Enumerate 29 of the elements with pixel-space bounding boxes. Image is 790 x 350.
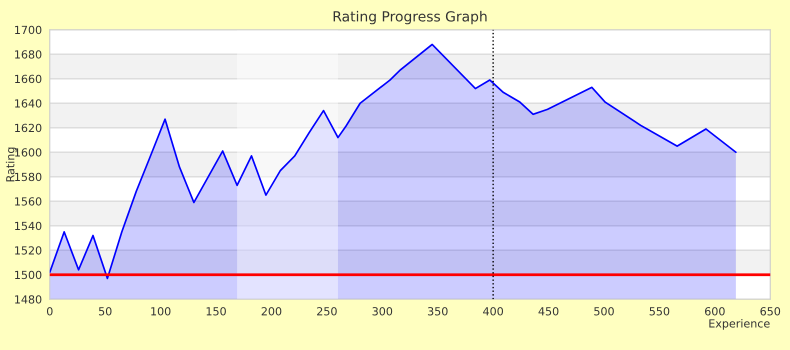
x-tick-label: 650	[760, 307, 780, 316]
x-tick-label: 350	[428, 307, 448, 316]
x-tick-label: 450	[538, 307, 558, 316]
x-tick-label: 600	[705, 307, 725, 316]
x-tick-label: 50	[98, 307, 112, 316]
y-tick-label: 1660	[15, 74, 42, 84]
y-tick-label: 1560	[15, 197, 42, 206]
x-axis-title: Experience	[709, 319, 770, 330]
x-tick-label: 300	[372, 307, 392, 316]
x-tick-label: 250	[317, 307, 337, 316]
y-tick-label: 1480	[15, 295, 42, 304]
x-tick-label: 550	[650, 307, 670, 316]
y-tick-label: 1540	[15, 222, 42, 230]
chart-title: Rating Progress Graph	[334, 10, 487, 24]
y-tick-label: 1520	[15, 246, 42, 255]
y-tick-label: 1600	[15, 148, 42, 157]
y-tick-label: 1580	[15, 172, 42, 182]
x-tick-label: 400	[483, 307, 504, 316]
y-tick-label: 1620	[15, 124, 42, 132]
x-tick-label: 150	[206, 307, 226, 316]
y-tick-label: 1500	[15, 270, 42, 280]
y-tick-label: 1640	[15, 99, 42, 108]
x-tick-label: 200	[262, 307, 282, 316]
x-tick-label: 100	[151, 307, 170, 316]
x-tick-label: 0	[46, 307, 53, 316]
y-tick-label: 1700	[15, 26, 42, 34]
x-tick-label: 500	[594, 307, 614, 316]
y-tick-label: 1680	[15, 50, 42, 59]
y-axis-title: Rating	[6, 148, 17, 182]
